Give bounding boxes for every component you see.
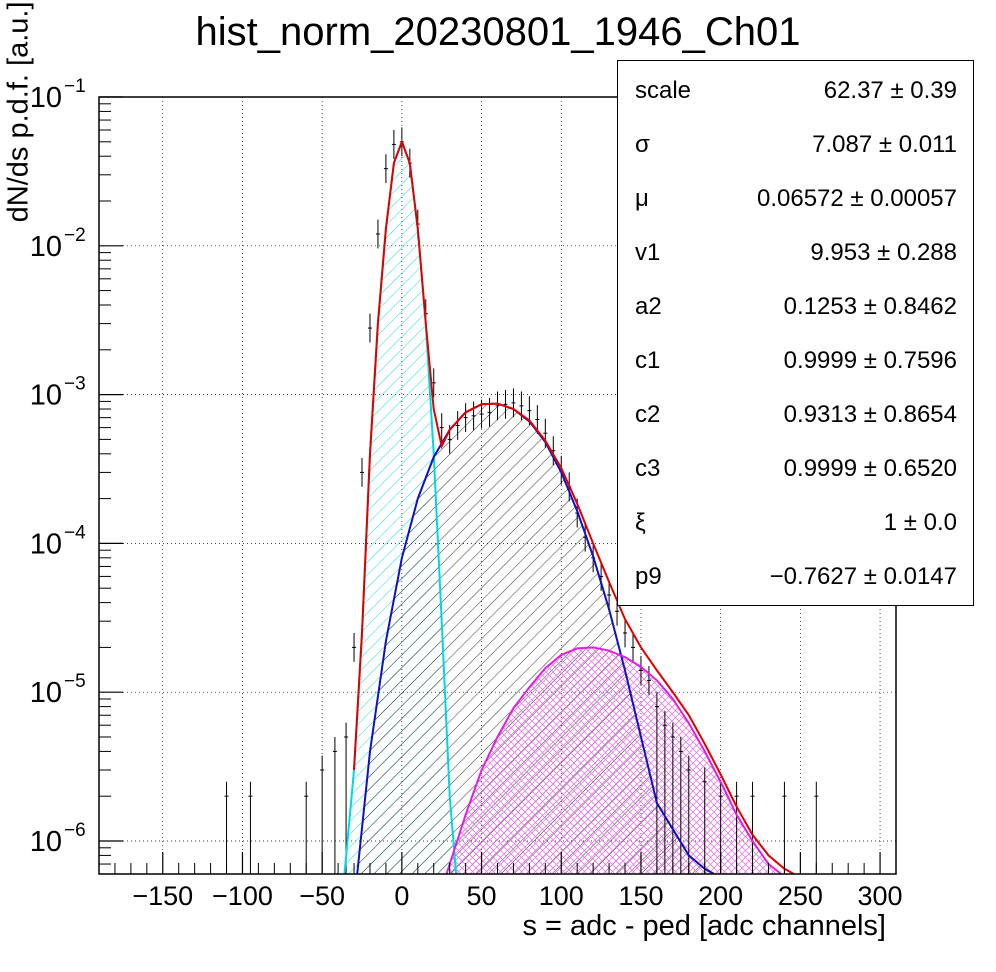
x-tick-label: −50 (299, 881, 345, 911)
stats-param-name: ξ (635, 509, 646, 536)
y-tick-exponent: −3 (64, 374, 86, 395)
y-tick-label: 10 (30, 231, 62, 263)
stats-row: σ 7.087 ± 0.011 (618, 115, 973, 169)
total-fit-curve (353, 138, 795, 874)
stats-param-value: 0.06572 ± 0.00057 (756, 185, 957, 212)
stats-row: p9 −0.7627 ± 0.0147 (618, 547, 973, 601)
stats-param-value: −0.7627 ± 0.0147 (769, 563, 957, 590)
stats-row: c2 0.9313 ± 0.8654 (618, 385, 973, 439)
stats-row: c3 0.9999 ± 0.6520 (618, 439, 973, 493)
y-tick-exponent: −1 (64, 76, 86, 97)
x-tick-label: 300 (858, 881, 903, 911)
second-pe-component-fill (446, 647, 782, 874)
x-tick-label: 250 (778, 881, 823, 911)
stats-param-name: p9 (635, 563, 662, 590)
y-tick-label: 10 (30, 528, 62, 560)
x-axis-label: s = adc - ped [adc channels] (522, 910, 886, 942)
stats-param-value: 0.9999 ± 0.6520 (783, 455, 957, 482)
stats-param-value: 9.953 ± 0.288 (810, 239, 957, 266)
x-tick-label: 100 (539, 881, 584, 911)
stats-param-name: a2 (635, 293, 662, 320)
stats-param-name: c2 (635, 401, 661, 428)
stats-row: scale 62.37 ± 0.39 (618, 61, 973, 115)
stats-param-name: scale (635, 77, 692, 104)
y-tick-label: 10 (30, 380, 62, 412)
fit-stats-box: scale 62.37 ± 0.39 σ 7.087 ± 0.011 μ 0.06572 … (617, 60, 974, 606)
stats-param-value: 0.1253 ± 0.8462 (783, 293, 957, 320)
stats-param-value: 62.37 ± 0.39 (823, 77, 957, 104)
stats-param-value: 1 ± 0.0 (883, 509, 957, 536)
stats-param-value: 0.9999 ± 0.7596 (783, 347, 957, 374)
stats-param-name: c3 (635, 455, 661, 482)
y-tick-exponent: −2 (64, 225, 86, 246)
stats-row: μ 0.06572 ± 0.00057 (618, 169, 973, 223)
stats-param-value: 7.087 ± 0.011 (812, 131, 957, 158)
stats-row: a2 0.1253 ± 0.8462 (618, 277, 973, 331)
stats-param-name: v1 (635, 239, 661, 266)
x-tick-label: 200 (698, 881, 743, 911)
x-tick-label: −150 (132, 881, 193, 911)
stats-param-value: 0.9313 ± 0.8654 (783, 401, 957, 428)
x-tick-label: 50 (467, 881, 497, 911)
y-tick-exponent: −6 (64, 820, 86, 841)
x-tick-label: 0 (394, 881, 409, 911)
chart-title: hist_norm_20230801_1946_Ch01 (195, 10, 801, 54)
x-tick-label: −100 (212, 881, 273, 911)
stats-param-name: c1 (635, 347, 661, 374)
y-tick-label: 10 (30, 826, 62, 858)
x-tick-label: 150 (618, 881, 663, 911)
y-tick-exponent: −5 (64, 671, 86, 692)
second-pe-component-curve (445, 646, 782, 874)
stats-param-name: μ (635, 185, 649, 212)
y-tick-exponent: −4 (64, 522, 86, 543)
y-tick-label: 10 (30, 677, 62, 709)
stats-row: ξ 1 ± 0.0 (618, 493, 973, 547)
y-axis-label: dN/ds p.d.f. [a.u.] (2, 1, 35, 223)
stats-row: v1 9.953 ± 0.288 (618, 223, 973, 277)
y-tick-label: 10 (30, 82, 62, 114)
stats-row: c1 0.9999 ± 0.7596 (618, 331, 973, 385)
stats-param-name: σ (635, 131, 650, 158)
